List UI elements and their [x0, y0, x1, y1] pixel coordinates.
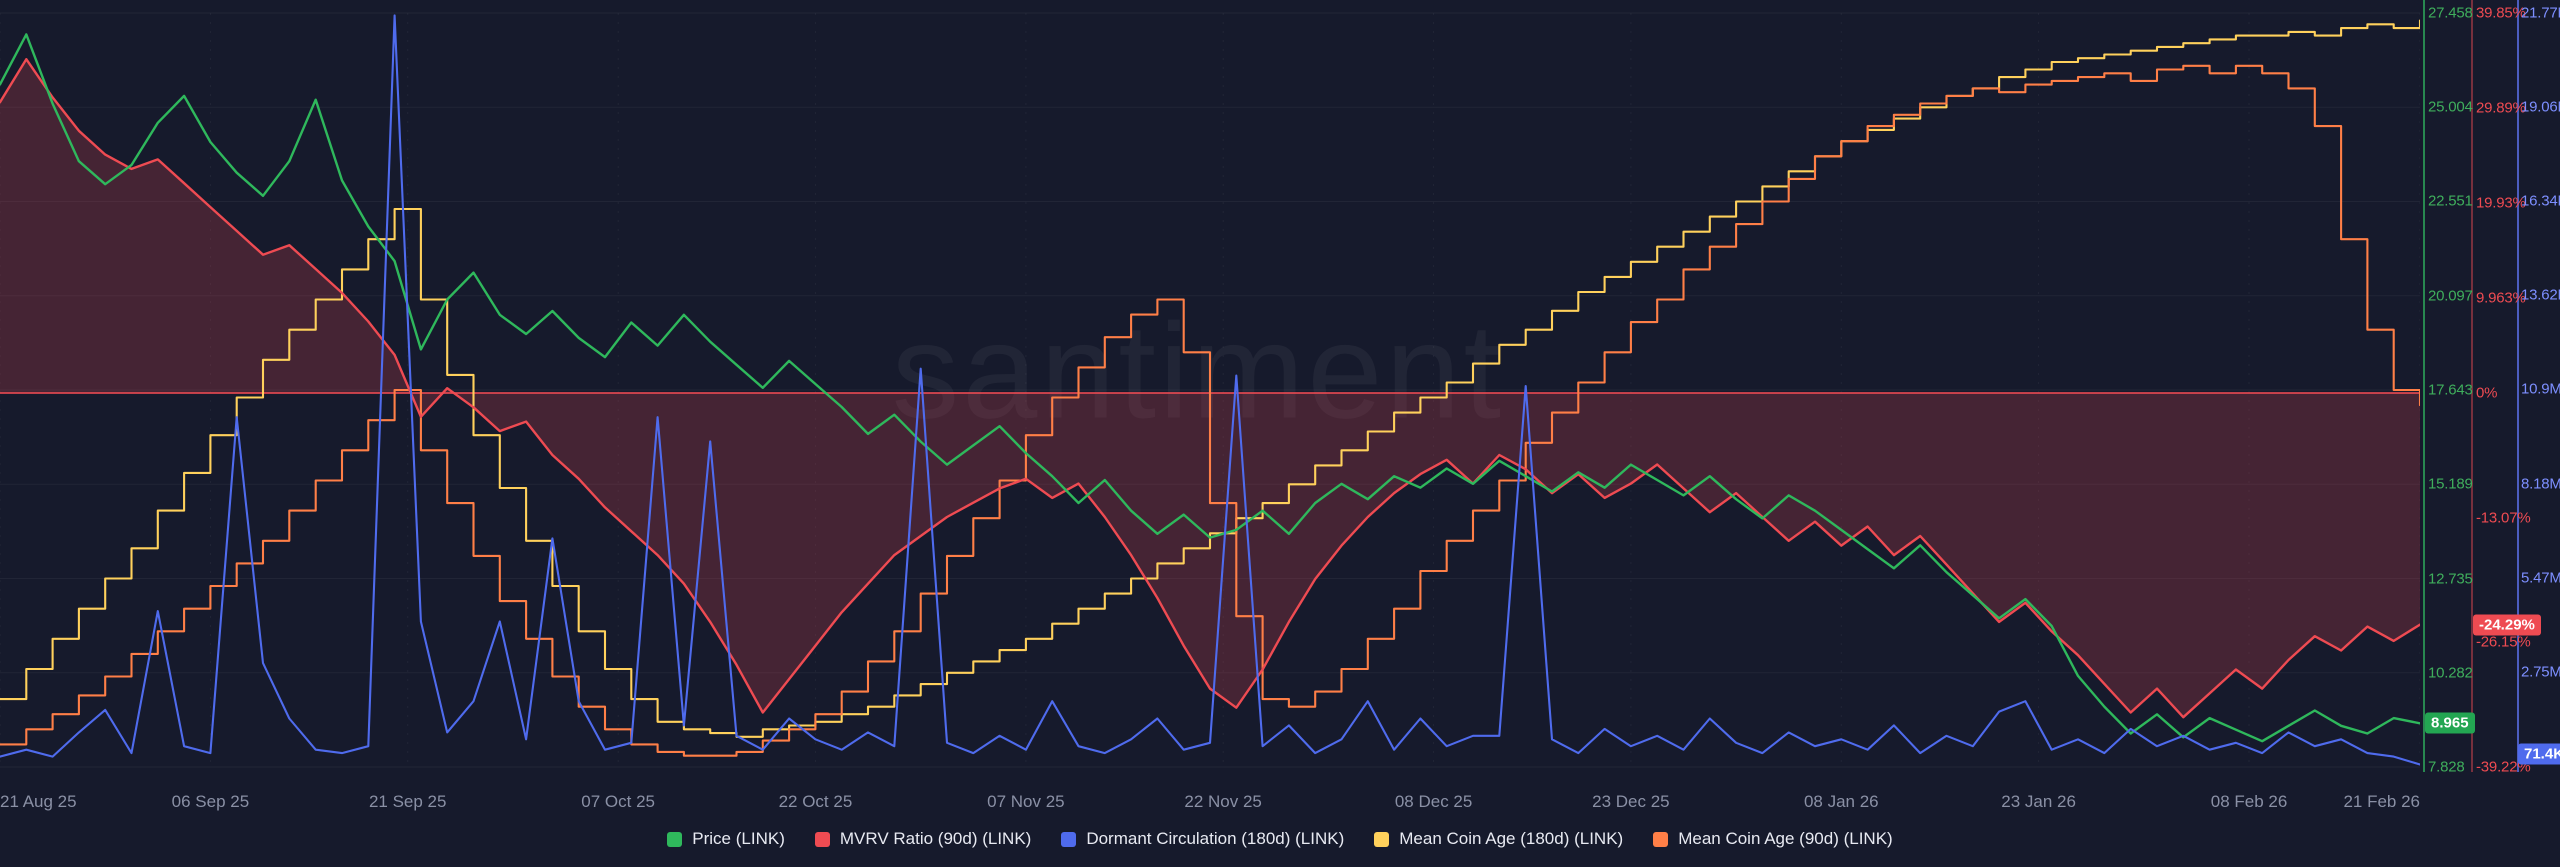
x-axis-label: 21 Sep 25: [368, 792, 447, 811]
dormant-current-badge: 71.4K: [2518, 743, 2560, 765]
price-axis-tick: 17.643: [2428, 381, 2473, 399]
x-axis-label: 08 Feb 26: [2210, 792, 2288, 811]
legend-label: MVRV Ratio (90d) (LINK): [839, 829, 1032, 848]
price-axis-line: [2423, 0, 2425, 772]
coinage90-swatch-icon: [1653, 831, 1669, 847]
legend-item-coinage180[interactable]: Mean Coin Age (180d) (LINK): [1374, 829, 1623, 849]
legend-item-mvrv[interactable]: MVRV Ratio (90d) (LINK): [814, 829, 1032, 849]
coinage180-swatch-icon: [1374, 831, 1390, 847]
mvrv-axis-tick: 0%: [2476, 384, 2498, 402]
mvrv-axis-tick: 9.963%: [2476, 289, 2526, 307]
x-axis-label: 21 Feb 26: [2343, 792, 2420, 811]
mvrv-axis-tick: 39.85%: [2476, 4, 2526, 22]
price-axis-tick: 12.735: [2428, 570, 2473, 588]
legend-label: Mean Coin Age (90d) (LINK): [1678, 829, 1893, 848]
price-line: [0, 33, 2420, 743]
price-axis-tick: 7.828: [2428, 758, 2465, 776]
price-axis-tick: 22.551: [2428, 192, 2473, 210]
price-axis-tick: 20.097: [2428, 287, 2473, 305]
x-axis-label: 08 Jan 26: [1803, 792, 1879, 811]
x-axis-label: 06 Sep 25: [171, 792, 250, 811]
legend-label: Price (LINK): [692, 829, 785, 848]
dormant-axis-tick: 16.34M: [2521, 192, 2560, 210]
mvrv-axis-tick: -13.07%: [2476, 509, 2531, 527]
x-axis[interactable]: 21 Aug 25 06 Sep 25 21 Sep 25 07 Oct 25 22 O…: [0, 792, 2420, 818]
legend-label: Dormant Circulation (180d) (LINK): [1086, 829, 1345, 848]
x-axis-label: 21 Aug 25: [0, 792, 77, 811]
price-axis-tick: 25.004: [2428, 98, 2473, 116]
dormant-axis[interactable]: 71.4K 21.77M 19.06M 16.34M 13.62M 10.9M 8.18M…: [2518, 0, 2560, 790]
dormant-axis-tick: 2.75M: [2521, 663, 2560, 681]
mvrv-area: [0, 59, 2420, 718]
price-axis[interactable]: 8.965 27.458 25.004 22.551 20.097 17.643 15.1…: [2425, 0, 2475, 790]
price-current-badge: 8.965: [2425, 712, 2475, 734]
mvrv-axis-tick: -26.15%: [2476, 633, 2531, 651]
mvrv-swatch-icon: [814, 831, 830, 847]
legend: Price (LINK) MVRV Ratio (90d) (LINK) Dorma…: [0, 829, 2560, 849]
mvrv-axis-tick: 29.89%: [2476, 99, 2526, 117]
mvrv-axis-tick: -39.22%: [2476, 758, 2531, 776]
plot-area[interactable]: santiment: [0, 0, 2420, 790]
dormant-line: [0, 14, 2420, 766]
chart-canvas[interactable]: [0, 0, 2420, 790]
legend-item-coinage90[interactable]: Mean Coin Age (90d) (LINK): [1653, 829, 1893, 849]
legend-item-price[interactable]: Price (LINK): [667, 829, 785, 849]
santiment-watermark: santiment: [891, 295, 1505, 447]
x-axis-label: 22 Nov 25: [1184, 792, 1262, 811]
legend-label: Mean Coin Age (180d) (LINK): [1399, 829, 1624, 848]
dormant-axis-tick: 13.62M: [2521, 286, 2560, 304]
coinage90-line: [0, 64, 2420, 757]
x-axis-label: 23 Dec 25: [1592, 792, 1670, 811]
mvrv-axis-line: [2471, 0, 2473, 772]
mvrv-current-badge: -24.29%: [2473, 614, 2541, 636]
price-axis-tick: 10.282: [2428, 664, 2473, 682]
x-axis-label: 07 Oct 25: [581, 792, 655, 811]
dormant-axis-tick: 19.06M: [2521, 98, 2560, 116]
x-axis-label: 23 Jan 26: [2001, 792, 2076, 811]
dormant-axis-tick: 10.9M: [2521, 380, 2560, 398]
mvrv-axis-tick: 19.93%: [2476, 194, 2526, 212]
dormant-axis-tick: 8.18M: [2521, 475, 2560, 493]
coinage180-line: [0, 19, 2420, 738]
mvrv-line: [0, 58, 2420, 719]
dormant-swatch-icon: [1061, 831, 1077, 847]
legend-item-dormant[interactable]: Dormant Circulation (180d) (LINK): [1061, 829, 1344, 849]
dormant-axis-tick: 5.47M: [2521, 569, 2560, 587]
mvrv-axis[interactable]: -24.29% 39.85% 29.89% 19.93% 9.963% 0% -13.07…: [2473, 0, 2541, 790]
price-axis-tick: 27.458: [2428, 4, 2473, 22]
price-axis-tick: 15.189: [2428, 475, 2473, 493]
price-swatch-icon: [667, 831, 683, 847]
x-axis-label: 07 Nov 25: [987, 792, 1065, 811]
x-axis-label: 08 Dec 25: [1394, 792, 1473, 811]
dormant-axis-tick: 21.77M: [2521, 4, 2560, 22]
dormant-axis-line: [2517, 0, 2519, 772]
x-axis-label: 22 Oct 25: [778, 792, 853, 811]
